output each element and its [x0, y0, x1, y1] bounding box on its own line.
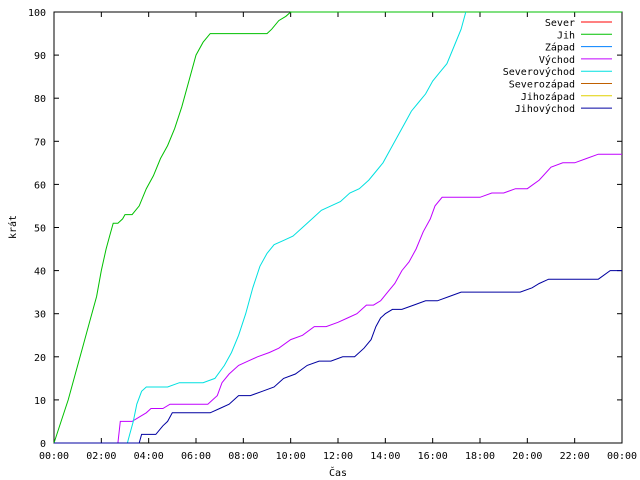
series-line-4 — [54, 11, 467, 444]
x-tick-label: 12:00 — [323, 451, 353, 462]
x-tick-label: 02:00 — [86, 451, 116, 462]
y-tick-label: 90 — [34, 51, 46, 62]
y-axis-label: krát — [7, 215, 19, 239]
series-line-1 — [53, 11, 622, 444]
y-tick-label: 30 — [34, 310, 46, 321]
x-tick-label: 22:00 — [560, 451, 590, 462]
x-tick-label: 00:00 — [607, 451, 637, 462]
y-tick-label: 0 — [40, 439, 46, 450]
y-tick-label: 40 — [34, 267, 46, 278]
x-tick-label: 14:00 — [370, 451, 400, 462]
x-tick-label: 18:00 — [465, 451, 495, 462]
series-line-7 — [54, 270, 622, 444]
x-tick-label: 20:00 — [512, 451, 542, 462]
x-tick-label: 16:00 — [418, 451, 448, 462]
x-tick-label: 00:00 — [39, 451, 69, 462]
legend-label: Jihozápad — [521, 91, 575, 103]
legend: SeverJihZápadVýchodSeverovýchodSeverozáp… — [503, 18, 612, 115]
series-line-3 — [54, 153, 622, 444]
x-tick-label: 04:00 — [134, 451, 164, 462]
x-tick-label: 08:00 — [228, 451, 258, 462]
y-tick-label: 80 — [34, 94, 46, 105]
series-layer — [53, 11, 622, 444]
legend-label: Severozápad — [509, 79, 575, 91]
x-axis: 00:00 02:00 04:00 06:00 08:00 10:00 12:00 14:00… — [39, 12, 637, 462]
legend-label: Severovýchod — [503, 66, 575, 78]
y-tick-label: 70 — [34, 137, 46, 148]
legend-label: Jih — [557, 30, 575, 41]
legend-label: Sever — [545, 18, 575, 29]
x-tick-label: 10:00 — [276, 451, 306, 462]
y-tick-label: 10 — [34, 396, 46, 407]
x-tick-label: 06:00 — [181, 451, 211, 462]
y-tick-label: 20 — [34, 353, 46, 364]
y-tick-label: 60 — [34, 180, 46, 191]
y-tick-label: 50 — [34, 224, 46, 235]
legend-label: Jihovýchod — [515, 103, 575, 115]
y-tick-label: 100 — [28, 8, 46, 19]
legend-label: Východ — [539, 54, 575, 66]
x-axis-label: Čas — [329, 466, 347, 479]
legend-label: Západ — [545, 42, 575, 54]
